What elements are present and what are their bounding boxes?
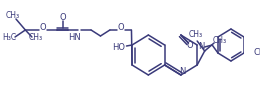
Text: HO: HO bbox=[113, 42, 126, 51]
Text: O: O bbox=[40, 23, 47, 32]
Text: Cl: Cl bbox=[253, 49, 260, 57]
Text: N: N bbox=[198, 42, 204, 51]
Text: O: O bbox=[60, 13, 66, 23]
Text: N: N bbox=[179, 66, 185, 76]
Text: CH₃: CH₃ bbox=[213, 36, 227, 46]
Text: CH₃: CH₃ bbox=[6, 11, 20, 21]
Text: O: O bbox=[118, 23, 125, 32]
Text: CH₃: CH₃ bbox=[188, 30, 202, 40]
Text: CH₃: CH₃ bbox=[29, 34, 43, 42]
Text: H₃C: H₃C bbox=[2, 34, 16, 42]
Text: HN: HN bbox=[68, 32, 81, 42]
Text: O: O bbox=[187, 40, 194, 49]
